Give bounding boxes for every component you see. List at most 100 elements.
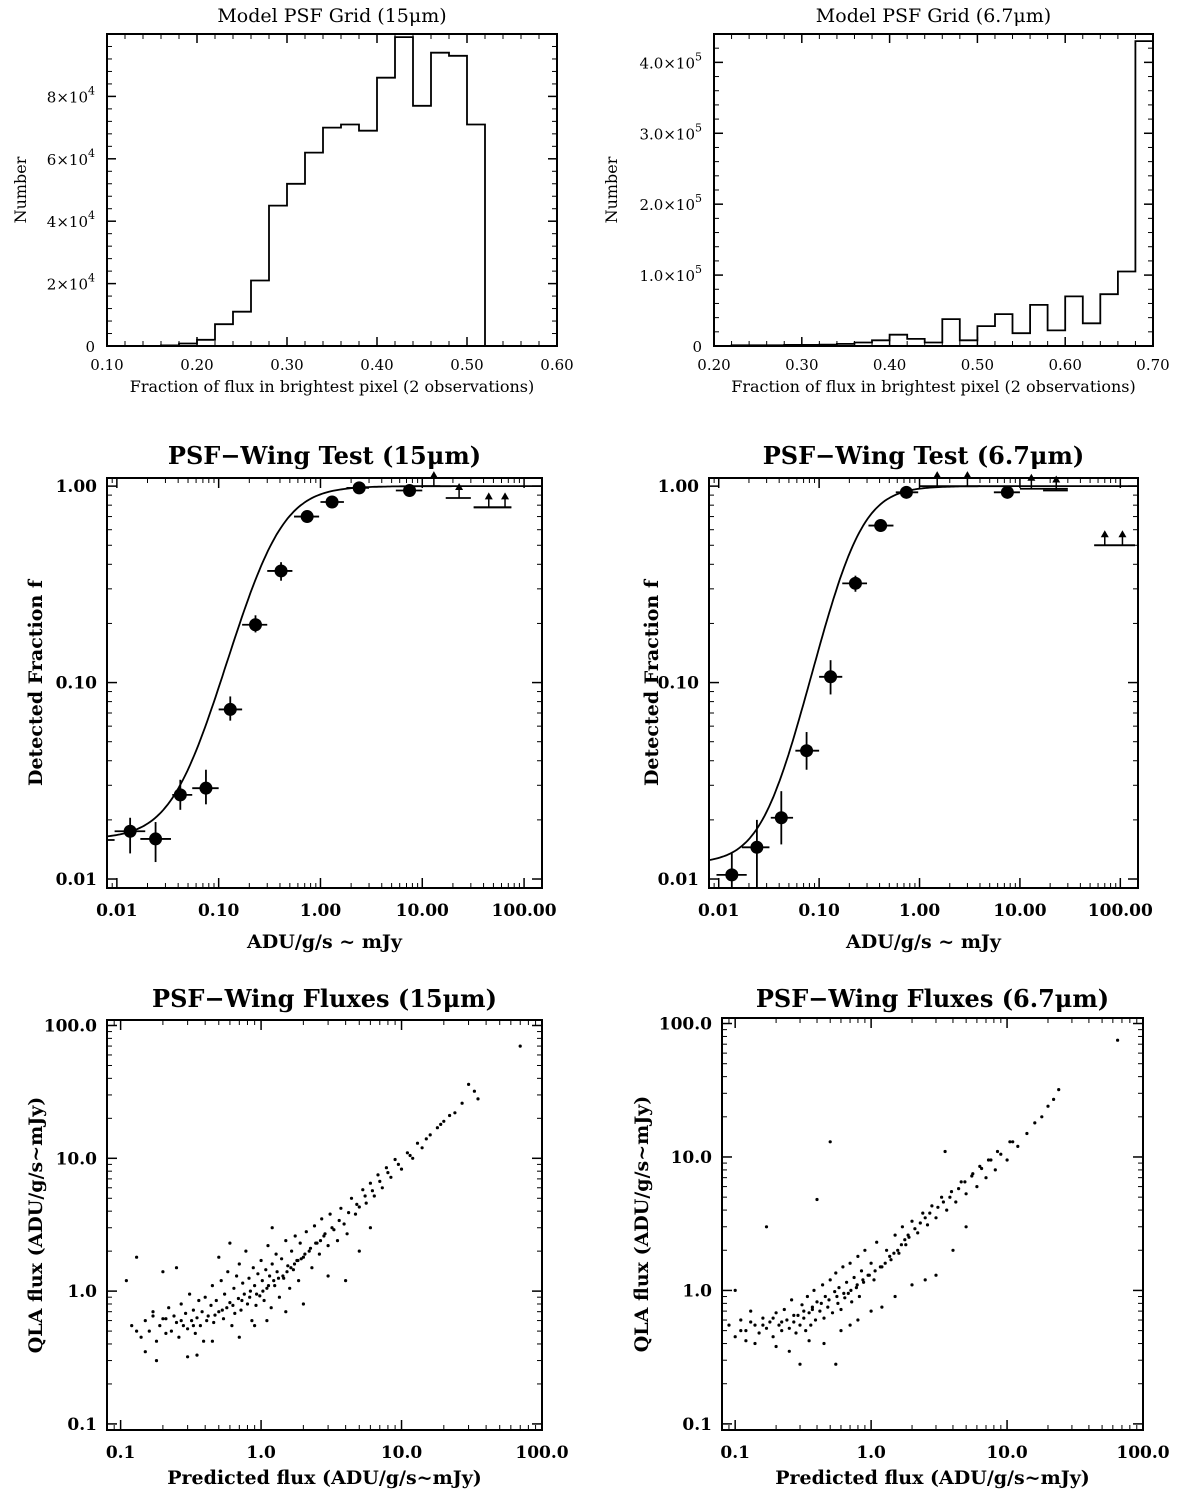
scatter-point — [913, 1227, 917, 1231]
x-tick-label: 0.10 — [198, 901, 240, 921]
scatter-point — [198, 1324, 202, 1328]
scatter-point — [903, 1238, 907, 1242]
scatter-point — [135, 1255, 139, 1259]
point-marker — [149, 832, 163, 846]
scatter-point — [368, 1181, 372, 1185]
scatter-point — [219, 1279, 223, 1283]
scatter-point — [326, 1244, 330, 1248]
scatter-point — [420, 1146, 424, 1150]
scatter-point — [237, 1335, 241, 1339]
scatter-point — [800, 1303, 804, 1307]
scatter-point — [794, 1331, 798, 1335]
scatter-point — [761, 1316, 765, 1320]
scatter-point — [239, 1308, 243, 1312]
scatter-point — [213, 1313, 217, 1317]
scatter-point — [195, 1316, 199, 1320]
y-tick-label: 0.01 — [56, 870, 97, 890]
panel-wing15: PSF−Wing Test (15μm) ADU/g/s ~ mJy Detecte… — [25, 441, 557, 953]
x-tick-label: 0.70 — [1136, 356, 1169, 374]
scatter-point — [308, 1246, 313, 1250]
x-tick-label: 1.00 — [300, 901, 342, 921]
point-marker — [300, 510, 314, 524]
scatter-point — [220, 1308, 224, 1312]
scatter-point — [739, 1318, 743, 1322]
scatter-point — [143, 1350, 147, 1354]
scatter-point — [883, 1261, 887, 1265]
scatter-point — [174, 1320, 179, 1325]
scatter-point — [335, 1239, 340, 1243]
data-point — [320, 495, 344, 509]
scatter-point — [472, 1089, 476, 1093]
scatter-point — [228, 1301, 232, 1305]
panel-hist67: Model PSF Grid (6.7μm) Fraction of flux i… — [602, 5, 1170, 396]
scatter-point — [863, 1248, 867, 1252]
scatter-point — [1011, 1140, 1015, 1144]
scatter-point — [827, 1298, 831, 1302]
data-point — [819, 660, 843, 695]
scatter-point — [777, 1323, 781, 1327]
scatter-point — [1005, 1158, 1009, 1162]
y-tick-label: 4×104 — [47, 209, 95, 231]
plot-frame — [713, 33, 1154, 347]
scatter-point — [964, 1192, 968, 1196]
lower-limit — [1019, 473, 1068, 490]
scatter-point — [999, 1152, 1003, 1156]
limit-arrow-head — [429, 471, 438, 479]
point-marker — [199, 781, 213, 795]
scatter-point — [975, 1185, 979, 1189]
scatter-point — [304, 1230, 308, 1234]
y-axis-label: Detected Fraction f — [25, 578, 47, 786]
scatter-point — [342, 1222, 346, 1226]
scatter-point — [190, 1319, 194, 1323]
scatter-point — [774, 1344, 778, 1349]
fit-curve — [708, 485, 1138, 861]
scatter-point — [764, 1326, 769, 1330]
scatter-point — [345, 1232, 349, 1236]
scatter-point — [854, 1286, 859, 1290]
scatter-point — [258, 1294, 262, 1298]
scatter-point — [856, 1318, 860, 1322]
y-tick-label: 0.01 — [658, 870, 699, 890]
scatter-point — [253, 1324, 257, 1328]
scatter-point — [415, 1141, 420, 1145]
y-tick-label: 100.0 — [659, 1015, 712, 1035]
scatter-point — [916, 1231, 920, 1235]
scatter-point — [749, 1320, 753, 1324]
y-axis-label: Number — [11, 156, 30, 223]
scatter-point — [378, 1179, 382, 1183]
scatter-point — [280, 1257, 284, 1261]
scatter-point — [161, 1270, 165, 1274]
scatter-point — [727, 1323, 731, 1327]
scatter-point — [1052, 1097, 1056, 1101]
scatter-point — [330, 1226, 334, 1230]
scatter-point — [439, 1122, 443, 1126]
data-point — [192, 769, 219, 805]
scatter-point — [221, 1317, 226, 1321]
scatter-point — [357, 1205, 361, 1209]
limit-arrow-head — [963, 471, 972, 479]
scatter-point — [389, 1175, 393, 1179]
scatter-point — [796, 1313, 800, 1317]
scatter-point — [210, 1284, 214, 1288]
scatter-point — [818, 1309, 822, 1313]
scatter-point — [277, 1295, 281, 1299]
scatter-point — [739, 1329, 743, 1333]
scatter-point — [301, 1255, 305, 1259]
scatter-point — [768, 1320, 772, 1324]
data-point — [770, 791, 794, 845]
scatter-point — [845, 1280, 849, 1284]
scatter-point — [226, 1270, 230, 1274]
scatter-point — [323, 1232, 327, 1236]
y-tick-label: 10.0 — [56, 1149, 98, 1169]
y-tick-exponent: 4 — [88, 272, 95, 285]
scatter-point — [235, 1274, 239, 1278]
scatter-point — [867, 1273, 871, 1277]
scatter-point — [154, 1339, 159, 1343]
scatter-point — [787, 1326, 791, 1330]
scatter-point — [989, 1158, 993, 1162]
x-tick-label: 0.40 — [873, 356, 906, 374]
scatter-point — [256, 1272, 260, 1276]
scatter-point — [424, 1137, 428, 1141]
scatter-point — [872, 1278, 876, 1282]
